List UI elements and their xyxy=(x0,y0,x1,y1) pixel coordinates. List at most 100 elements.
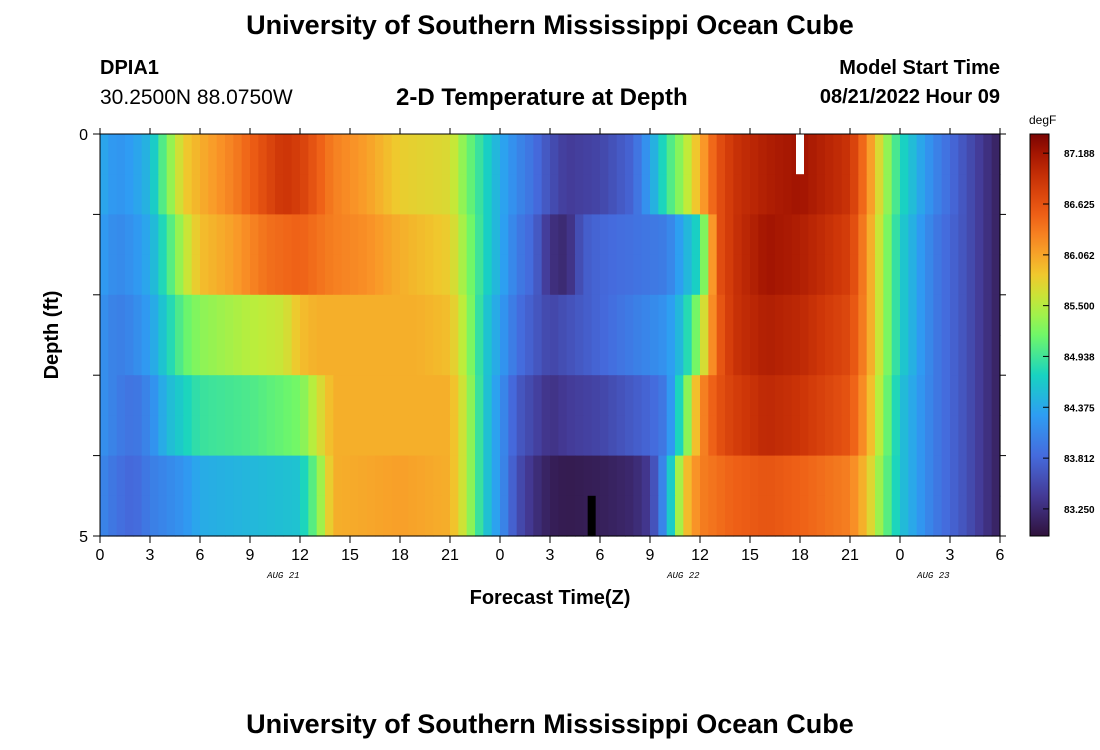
heatmap-cell xyxy=(141,375,151,416)
heatmap-cell xyxy=(808,174,818,215)
heatmap-cell xyxy=(666,375,676,416)
heatmap-cell xyxy=(716,455,726,497)
heatmap-cell xyxy=(525,335,534,376)
heatmap-cell xyxy=(458,495,468,537)
heatmap-cell xyxy=(600,294,609,336)
heatmap-cell xyxy=(408,375,418,416)
heatmap-cell xyxy=(241,455,251,497)
heatmap-cell xyxy=(275,335,284,376)
heatmap-cell xyxy=(991,254,1001,296)
heatmap-cell xyxy=(258,495,268,537)
heatmap-cell xyxy=(408,134,418,175)
heatmap-cell xyxy=(100,415,109,457)
heatmap-cell xyxy=(650,254,659,296)
heatmap-cell xyxy=(366,294,376,336)
heatmap-cell xyxy=(716,214,726,256)
heatmap-cell xyxy=(891,294,901,336)
heatmap-cell xyxy=(916,174,926,215)
heatmap-cell xyxy=(325,254,334,296)
heatmap-cell xyxy=(725,455,734,497)
heatmap-cell xyxy=(908,375,918,416)
heatmap-cell xyxy=(475,415,484,457)
x-tick-label: 6 xyxy=(996,547,1005,564)
heatmap-cell xyxy=(475,495,484,537)
heatmap-cell xyxy=(300,134,309,175)
heatmap-cell xyxy=(183,134,193,175)
heatmap-cell xyxy=(883,495,893,537)
heatmap-cell xyxy=(558,415,568,457)
heatmap-cell xyxy=(716,134,726,175)
heatmap-cell xyxy=(433,294,443,336)
heatmap-cell xyxy=(175,174,184,215)
heatmap-cell xyxy=(558,174,568,215)
heatmap-cell xyxy=(950,335,959,376)
heatmap-cell xyxy=(925,134,934,175)
heatmap-cell xyxy=(883,294,893,336)
heatmap-cell xyxy=(100,254,109,296)
heatmap-cell xyxy=(808,375,818,416)
x-axis: 0 3 6 9 12 15 18 21 0 3 6 9 12 15 18 21 0 3 6 AUG 21 AUG 22 A… xyxy=(96,128,1005,581)
heatmap-cell xyxy=(541,174,551,215)
heatmap-cell xyxy=(616,415,626,457)
heatmap-cell xyxy=(883,375,893,416)
heatmap-cell xyxy=(225,495,234,537)
heatmap-cell xyxy=(200,294,209,336)
heatmap-cell xyxy=(158,254,168,296)
heatmap-cell xyxy=(675,375,684,416)
heatmap-cell xyxy=(166,415,176,457)
heatmap-cell xyxy=(958,254,968,296)
heatmap-cell xyxy=(133,214,143,256)
heatmap-cell xyxy=(300,375,309,416)
heatmap-cell xyxy=(841,214,851,256)
heatmap-cell xyxy=(766,214,776,256)
main-title: University of Southern Mississippi Ocean… xyxy=(246,10,854,40)
heatmap-cell xyxy=(783,455,793,497)
heatmap-cell xyxy=(416,375,426,416)
heatmap-cell xyxy=(183,335,193,376)
heatmap-cell xyxy=(458,174,468,215)
heatmap-cell xyxy=(283,174,293,215)
heatmap-cell xyxy=(616,495,626,537)
heatmap-cell xyxy=(516,375,526,416)
heatmap-cell xyxy=(891,134,901,175)
heatmap-cell xyxy=(350,415,359,457)
heatmap-cell xyxy=(316,415,326,457)
heatmap-cell xyxy=(616,174,626,215)
heatmap-cell xyxy=(783,214,793,256)
heatmap-cell xyxy=(441,214,451,256)
heatmap-cell xyxy=(758,134,768,175)
heatmap-cell xyxy=(416,214,426,256)
heatmap-cell xyxy=(100,455,109,497)
heatmap-cell xyxy=(450,495,459,537)
heatmap-cell xyxy=(791,294,801,336)
heatmap-cell xyxy=(591,495,601,537)
heatmap-cell xyxy=(650,335,659,376)
heatmap-cell xyxy=(425,174,434,215)
heatmap-cell xyxy=(408,335,418,376)
heatmap-cell xyxy=(591,335,601,376)
heatmap-cell xyxy=(666,294,676,336)
heatmap-cell xyxy=(383,375,393,416)
heatmap-cell xyxy=(108,455,118,497)
heatmap-cell xyxy=(933,214,943,256)
heatmap-cell xyxy=(491,214,501,256)
heatmap-cell xyxy=(666,134,676,175)
heatmap-cell xyxy=(725,134,734,175)
heatmap-cell xyxy=(433,415,443,457)
heatmap-cell xyxy=(708,174,718,215)
heatmap-cell xyxy=(958,415,968,457)
heatmap-cell xyxy=(750,495,759,537)
heatmap-cell xyxy=(683,375,693,416)
heatmap-cell xyxy=(716,415,726,457)
heatmap-cell xyxy=(525,134,534,175)
heatmap-cell xyxy=(400,294,409,336)
heatmap-cell xyxy=(683,174,693,215)
heatmap-cell xyxy=(283,495,293,537)
colorbar-scale xyxy=(1029,133,1050,537)
heatmap-cell xyxy=(708,335,718,376)
colorbar-label: 84.938 xyxy=(1064,352,1095,363)
heatmap-cell xyxy=(316,134,326,175)
heatmap-cell xyxy=(783,254,793,296)
heatmap-cell xyxy=(516,254,526,296)
heatmap-cell xyxy=(250,134,259,175)
